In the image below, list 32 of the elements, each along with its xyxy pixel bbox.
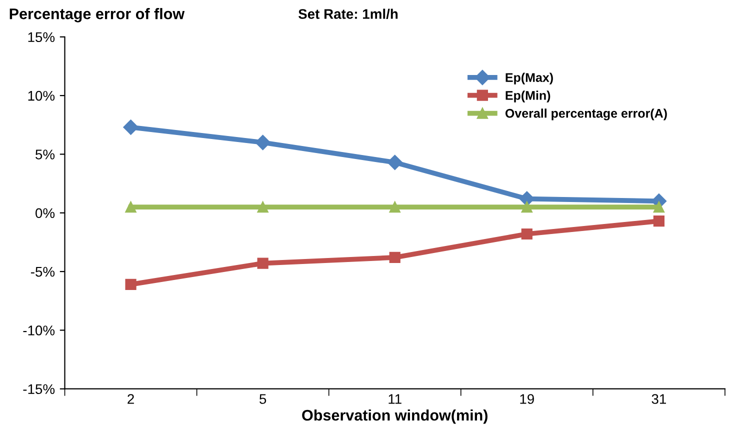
point (389, 201, 400, 213)
point (389, 252, 400, 264)
point (123, 120, 138, 135)
point (653, 216, 664, 227)
y-tick-label: -15% (23, 384, 55, 394)
point (257, 258, 268, 269)
point (255, 134, 270, 150)
x-axis-title: Observation window(min) (302, 409, 488, 424)
chart-subtitle: Set Rate: 1ml/h (298, 8, 398, 20)
point (125, 201, 136, 213)
point (519, 191, 534, 206)
point (521, 201, 532, 213)
legend-label: Overall percentage error(A) (505, 108, 667, 120)
point (387, 154, 402, 170)
point (521, 228, 532, 240)
legend-label: Ep(Max) (506, 72, 553, 84)
y-tick-label: 5% (36, 150, 55, 160)
y-tick-label: 0% (36, 208, 55, 218)
y-tick-label: -10% (23, 326, 55, 336)
x-tick-label: 19 (520, 394, 534, 404)
chart-title: Percentage error of flow (10, 8, 185, 22)
x-tick-label: 5 (260, 394, 266, 404)
y-tick-label: 15% (28, 32, 55, 42)
point (125, 278, 136, 290)
x-tick-label: 11 (388, 394, 402, 404)
point (653, 201, 664, 213)
y-tick-label: -5% (30, 266, 55, 277)
x-tick-label: 2 (128, 394, 134, 404)
x-tick-label: 31 (652, 394, 666, 404)
y-tick-label: 10% (28, 90, 55, 101)
legend-label: Ep(Min) (506, 90, 550, 102)
point (257, 201, 268, 213)
